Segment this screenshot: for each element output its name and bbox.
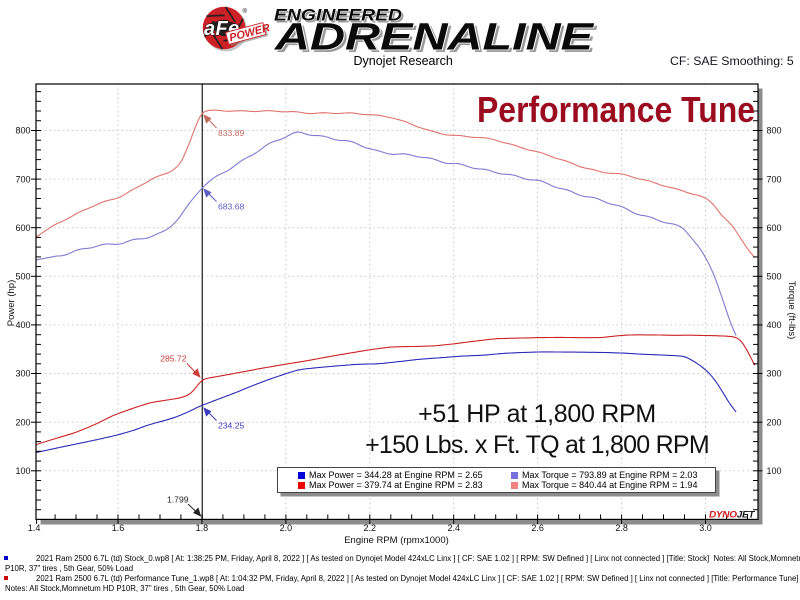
svg-text:3.0: 3.0 <box>699 523 712 533</box>
svg-text:800: 800 <box>15 126 30 136</box>
svg-text:Engine RPM (rpmx1000): Engine RPM (rpmx1000) <box>344 535 449 546</box>
svg-text:700: 700 <box>15 174 30 184</box>
svg-text:200: 200 <box>15 417 30 427</box>
svg-text:400: 400 <box>767 320 782 330</box>
svg-text:1.4: 1.4 <box>28 523 41 533</box>
svg-text:700: 700 <box>767 174 782 184</box>
svg-text:800: 800 <box>767 126 782 136</box>
svg-text:833.89: 833.89 <box>218 128 245 138</box>
svg-text:2.4: 2.4 <box>447 523 460 533</box>
svg-text:1.8: 1.8 <box>196 523 209 533</box>
svg-text:®: ® <box>243 8 248 15</box>
svg-text:2.6: 2.6 <box>531 523 544 533</box>
svg-text:2.0: 2.0 <box>280 523 293 533</box>
svg-text:ENGINEERED: ENGINEERED <box>274 6 402 25</box>
svg-text:100: 100 <box>15 466 30 476</box>
svg-text:ADRENALINE: ADRENALINE <box>274 17 595 59</box>
svg-text:285.72: 285.72 <box>160 354 187 364</box>
svg-text:500: 500 <box>767 272 782 282</box>
svg-text:Torque (ft-lbs): Torque (ft-lbs) <box>786 281 797 340</box>
svg-text:200: 200 <box>767 417 782 427</box>
svg-text:600: 600 <box>767 223 782 233</box>
svg-text:Power (hp): Power (hp) <box>6 280 17 326</box>
svg-text:300: 300 <box>15 369 30 379</box>
svg-text:1.6: 1.6 <box>112 523 125 533</box>
svg-text:500: 500 <box>15 272 30 282</box>
svg-text:400: 400 <box>15 320 30 330</box>
svg-text:600: 600 <box>15 223 30 233</box>
svg-text:100: 100 <box>767 466 782 476</box>
svg-text:ENGINEERED: ENGINEERED <box>276 8 404 27</box>
svg-text:683.68: 683.68 <box>218 202 245 212</box>
svg-text:2.8: 2.8 <box>615 523 628 533</box>
svg-text:1.799: 1.799 <box>167 495 189 505</box>
svg-text:ADRENALINE: ADRENALINE <box>277 19 598 61</box>
svg-text:234.25: 234.25 <box>218 421 245 431</box>
svg-text:2.2: 2.2 <box>364 523 377 533</box>
svg-text:300: 300 <box>767 369 782 379</box>
